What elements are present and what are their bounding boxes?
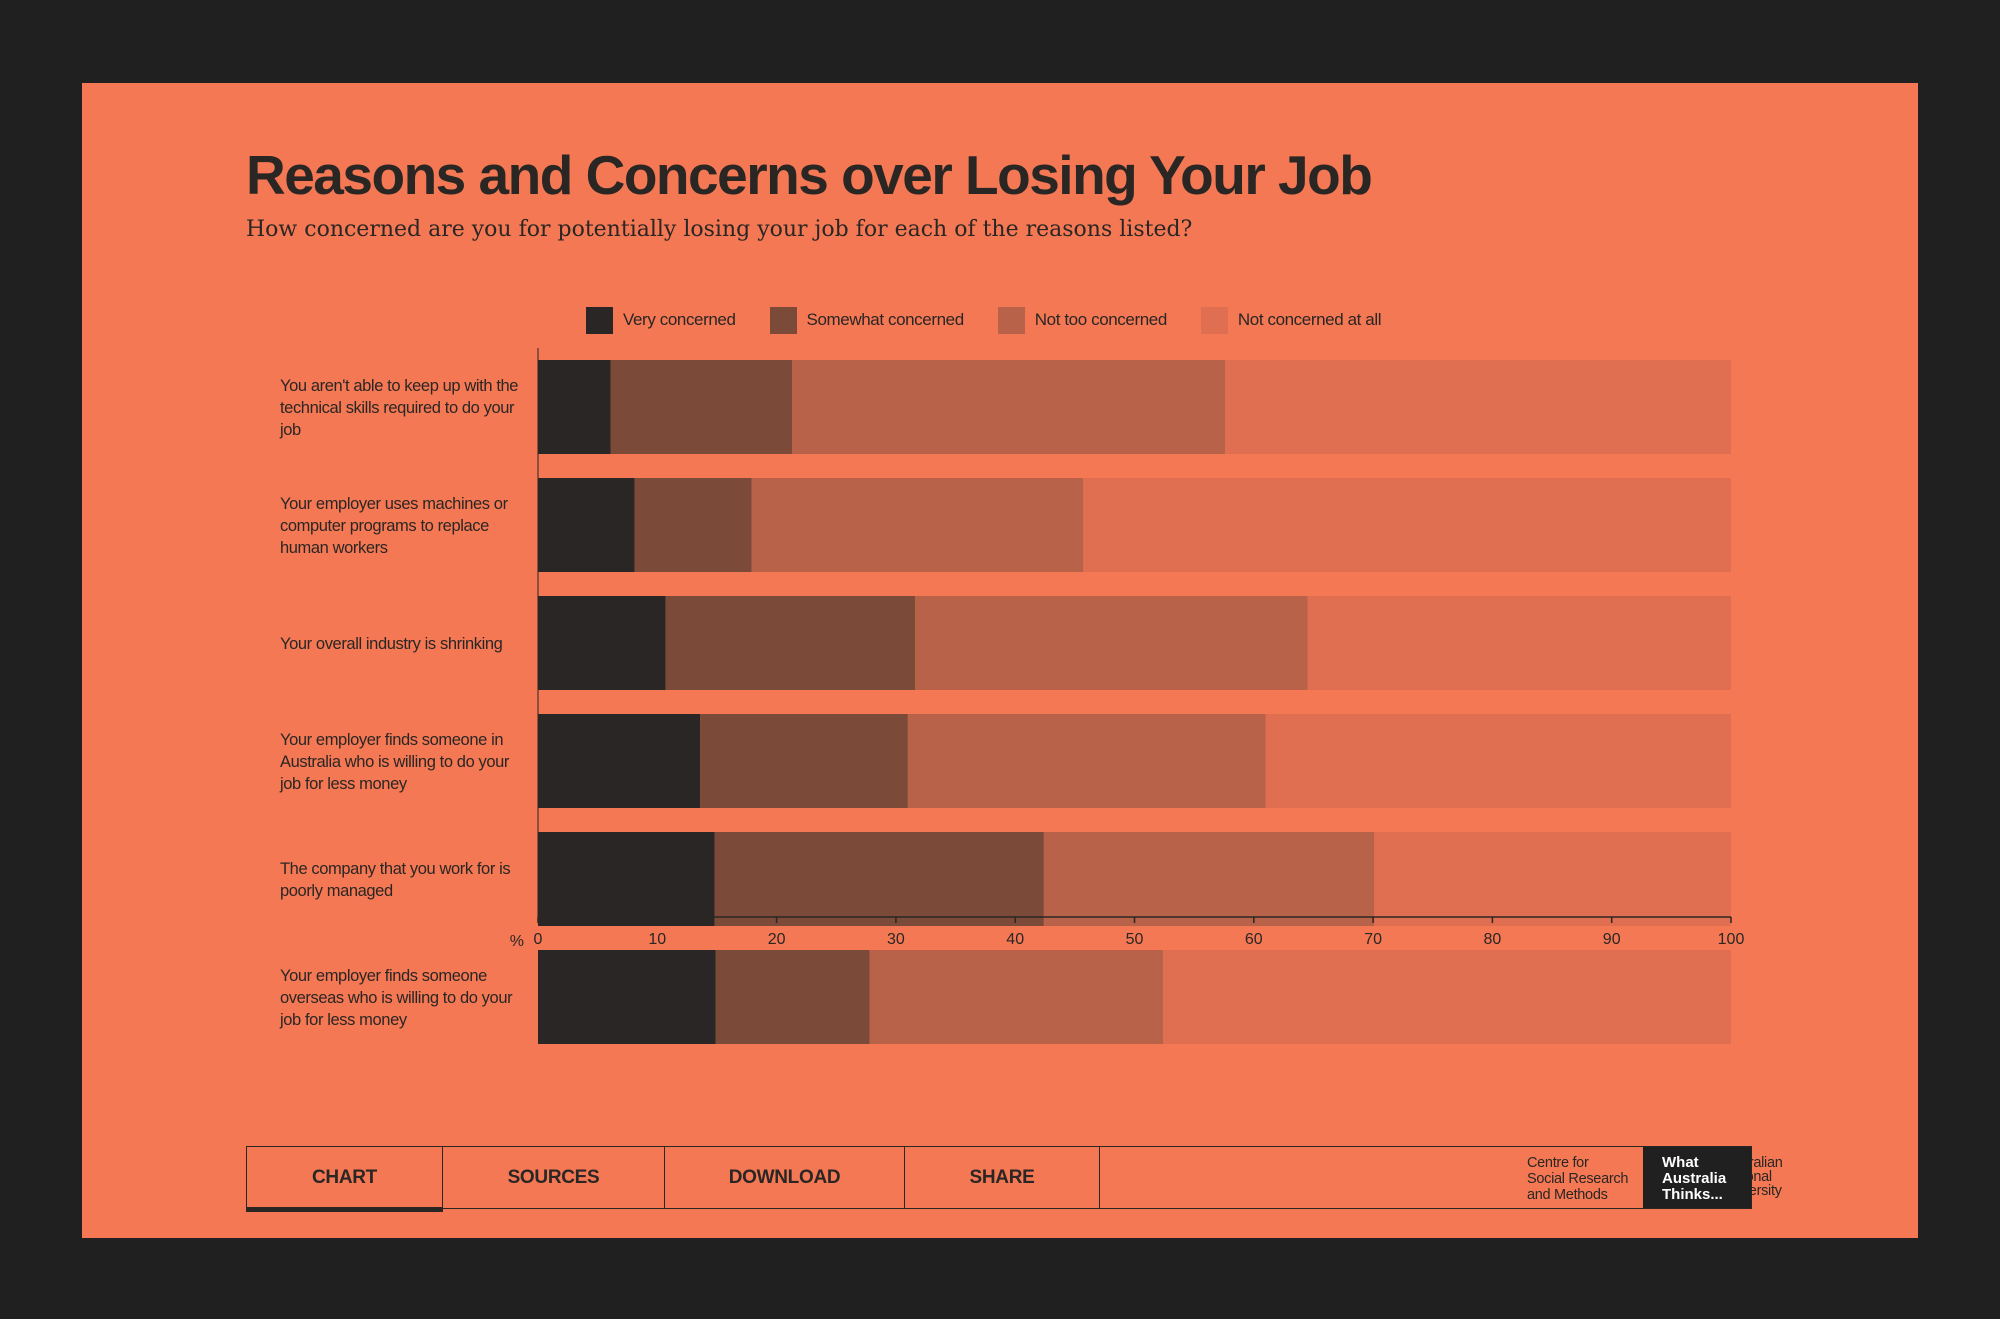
category-label: technical skills required to do your <box>280 399 515 417</box>
x-tick-label: 80 <box>1484 931 1502 948</box>
bar-segment <box>1043 832 1375 926</box>
chart-title: Reasons and Concerns over Losing Your Jo… <box>246 144 1373 206</box>
wat-line: Thinks... <box>1662 1186 1723 1203</box>
bar-segment <box>538 950 716 1044</box>
bar-segment <box>715 950 870 1044</box>
wat-line: What <box>1662 1154 1699 1171</box>
bar-segment <box>792 360 1226 454</box>
csrm-logo-text[interactable]: Centre for Social Research and Methods <box>1527 1155 1628 1203</box>
category-label: job for less money <box>279 775 408 793</box>
bar-segment <box>538 478 635 572</box>
legend-label: Not too concerned <box>1034 310 1168 329</box>
bar-segment <box>869 950 1164 1044</box>
category-label: Your employer finds someone <box>280 967 487 985</box>
legend-label: Very concerned <box>623 310 736 329</box>
stacked-bar-chart: You aren't able to keep up with the techn… <box>279 348 1745 1044</box>
legend-swatch <box>769 306 797 334</box>
chart-subtitle: How concerned are you for potentially lo… <box>246 217 1193 242</box>
bar-segment <box>665 596 915 690</box>
chart-toolbar: CHART SOURCES DOWNLOAD SHARE Centre for … <box>246 1146 1783 1212</box>
bar-segment <box>1083 478 1731 572</box>
legend-label: Not concerned at all <box>1237 310 1382 329</box>
x-tick-label: 0 <box>534 931 543 948</box>
category-label: Your employer uses machines or <box>280 495 509 513</box>
bar-segment <box>1163 950 1731 1044</box>
legend-item-somewhat-concerned: Somewhat concerned <box>769 306 965 334</box>
wat-line: Australia <box>1662 1170 1727 1187</box>
legend-swatch <box>1200 306 1228 334</box>
bar-segment <box>907 714 1266 808</box>
category-label: Your overall industry is shrinking <box>280 635 503 653</box>
category-label: You aren't able to keep up with the <box>280 377 518 395</box>
legend-swatch <box>997 306 1025 334</box>
chart-card: Reasons and Concerns over Losing Your Jo… <box>82 83 1918 1238</box>
x-tick-label: 20 <box>768 931 786 948</box>
legend-item-not-too-concerned: Not too concerned <box>997 306 1168 334</box>
category-label: Your employer finds someone in <box>280 731 503 749</box>
category-label: The company that you work for is <box>280 860 510 878</box>
what-australia-thinks-logo[interactable]: What Australia Thinks... <box>1643 1147 1751 1208</box>
bar-segment <box>751 478 1084 572</box>
bar-segment <box>1374 832 1731 926</box>
x-tick-label: 40 <box>1006 931 1024 948</box>
bar-segment <box>538 714 701 808</box>
category-label: poorly managed <box>280 882 393 900</box>
category-label: job <box>279 421 301 439</box>
bar-segment <box>634 478 752 572</box>
x-tick-label: 10 <box>648 931 666 948</box>
legend-swatch <box>586 306 613 334</box>
tab-download[interactable]: DOWNLOAD <box>665 1147 905 1208</box>
x-tick-label: 70 <box>1364 931 1382 948</box>
tab-chart[interactable]: CHART <box>246 1147 443 1212</box>
bar-segment <box>1307 596 1731 690</box>
category-label: computer programs to replace <box>280 517 489 535</box>
bar-segment <box>1225 360 1731 454</box>
csrm-line: Centre for <box>1527 1155 1589 1171</box>
csrm-line: and Methods <box>1527 1187 1608 1203</box>
x-tick-label: 50 <box>1126 931 1144 948</box>
x-tick-label: 60 <box>1245 931 1263 948</box>
bar-segment <box>700 714 908 808</box>
bar-segment <box>714 832 1044 926</box>
legend-item-not-concerned-at-all: Not concerned at all <box>1200 306 1382 334</box>
category-label: job for less money <box>279 1011 408 1029</box>
legend-label: Somewhat concerned <box>806 310 965 329</box>
legend: Very concerned Somewhat concerned Not to… <box>586 305 1415 335</box>
bar-segment <box>914 596 1308 690</box>
category-label: Australia who is willing to do your <box>280 753 510 771</box>
x-tick-label: 90 <box>1603 931 1621 948</box>
category-label: overseas who is willing to do your <box>280 989 513 1007</box>
category-label: human workers <box>280 539 388 557</box>
bar-segment <box>1265 714 1731 808</box>
bar-segment <box>538 360 611 454</box>
x-tick-label: 30 <box>887 931 905 948</box>
bar-segment <box>538 832 715 926</box>
csrm-line: Social Research <box>1527 1171 1629 1187</box>
bar-segment <box>610 360 793 454</box>
tab-sources[interactable]: SOURCES <box>443 1147 665 1208</box>
x-axis-unit-label: % <box>510 933 524 950</box>
legend-item-very-concerned: Very concerned <box>586 306 736 334</box>
x-tick-label: 100 <box>1718 931 1745 948</box>
tab-share[interactable]: SHARE <box>905 1147 1100 1208</box>
bar-segment <box>538 596 666 690</box>
